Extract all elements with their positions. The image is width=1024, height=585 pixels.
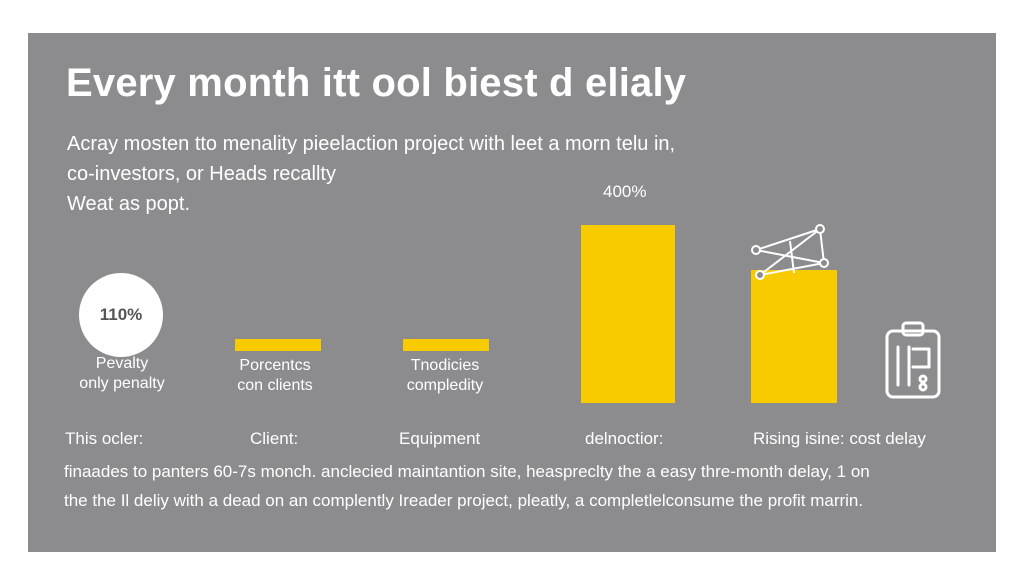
bar-label: Porcentcs con clients [220,356,330,396]
intro-line: Weat as popt. [67,193,191,215]
bar-label-line: Tnodicies [410,357,480,374]
category-label: Rising isine: cost delay [753,429,926,448]
category-label: Equipment [399,429,481,448]
clipboard-icon [885,321,941,399]
intro-line: Acray mosten tto menality pieelaction pr… [67,133,676,155]
penalty-circle-value: 110% [99,305,143,324]
bar-value-label: 400% [603,182,647,201]
category-label: This ocler: [65,429,144,448]
bar-label: Tnodicies compledity [390,356,500,396]
chart-bar [235,339,321,351]
penalty-caption-line: Pevalty [95,355,149,372]
chart-bar [751,269,837,403]
intro-line: co-investors, or Heads recallty [67,163,336,185]
chart-bar [403,339,489,351]
intro-text: Acray mosten tto menality pieelaction pr… [67,129,767,219]
penalty-caption: Pevalty only penalty [72,354,172,394]
page-title: Every month itt ool biest d elialy [66,61,687,105]
bar-label-line: compledity [406,377,484,394]
infographic-panel: Every month itt ool biest d elialy Acray… [28,33,996,552]
category-label: Client: [250,429,299,448]
footer-line: the the Il deliy with a dead on an compl… [64,491,864,510]
bar-label-line: Porcentcs [239,357,311,374]
chart-bar [581,225,675,403]
footer-text: finaades to panters 60-7s monch. ancleci… [64,457,974,515]
bar-label-line: con clients [237,377,313,394]
network-icon [751,224,829,280]
footer-line: finaades to panters 60-7s monch. ancleci… [64,462,870,481]
penalty-caption-line: only penalty [79,375,165,392]
penalty-circle: 110% [79,273,163,357]
category-label: delnoctior: [585,429,664,448]
